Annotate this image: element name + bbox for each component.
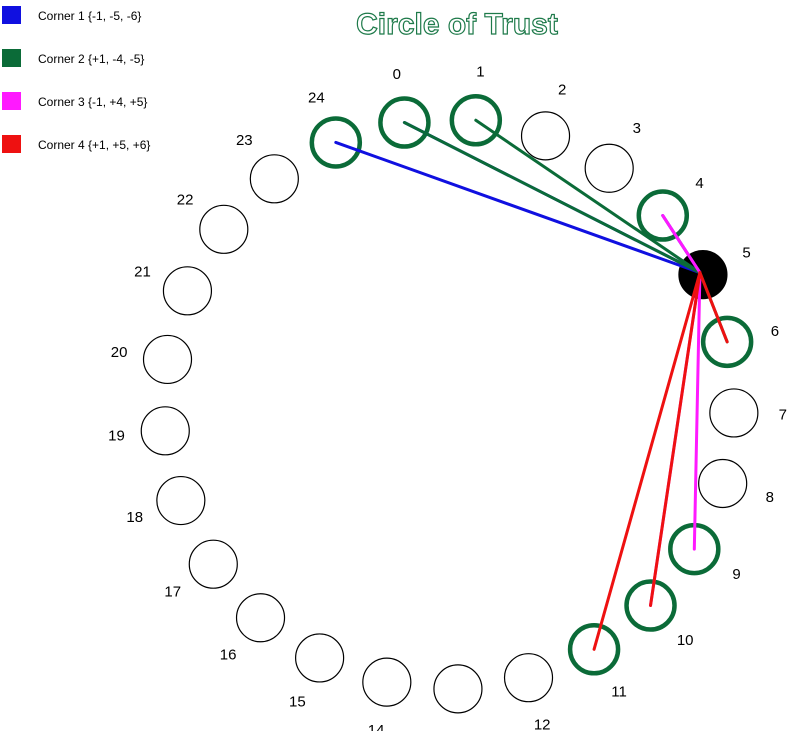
legend-label-corner2: Corner 2 {+1, -4, -5}	[38, 52, 144, 66]
node-label-22: 22	[177, 191, 194, 208]
node-7	[710, 389, 758, 437]
node-label-0: 0	[393, 66, 401, 83]
node-label-7: 7	[779, 406, 787, 423]
edge-corner4-to-node-11	[594, 273, 700, 650]
legend-label-corner4: Corner 4 {+1, +5, +6}	[38, 138, 150, 152]
node-label-21: 21	[134, 263, 151, 280]
node-8	[699, 460, 747, 508]
edge-corner2-to-node-0	[404, 123, 700, 273]
node-16	[237, 594, 285, 642]
node-18	[157, 477, 205, 525]
node-label-24: 24	[308, 89, 325, 106]
node-3	[585, 144, 633, 192]
edge-corner2-to-node-1	[476, 120, 700, 272]
node-label-17: 17	[164, 584, 181, 601]
connection-lines	[336, 120, 727, 649]
node-23	[250, 155, 298, 203]
node-15	[296, 634, 344, 682]
node-label-19: 19	[108, 427, 125, 444]
node-label-1: 1	[476, 63, 484, 80]
node-12	[505, 654, 553, 702]
node-14	[363, 658, 411, 706]
node-label-12: 12	[534, 717, 551, 731]
node-label-9: 9	[732, 566, 740, 583]
node-label-14: 14	[368, 722, 385, 731]
node-center-5	[679, 251, 727, 299]
node-label-18: 18	[126, 509, 143, 526]
node-13	[434, 665, 482, 713]
node-label-10: 10	[677, 632, 694, 649]
legend-label-corner3: Corner 3 {-1, +4, +5}	[38, 95, 147, 109]
node-labels: 0123456789101112131415161718192021222324	[108, 63, 787, 731]
node-17	[189, 540, 237, 588]
node-label-15: 15	[289, 694, 306, 711]
node-19	[141, 407, 189, 455]
node-22	[200, 205, 248, 253]
legend-swatch-corner2	[2, 49, 21, 67]
node-label-8: 8	[766, 489, 774, 506]
node-label-2: 2	[558, 82, 566, 99]
legend: Corner 1 {-1, -5, -6} Corner 2 {+1, -4, -…	[2, 6, 150, 153]
legend-swatch-corner4	[2, 135, 21, 153]
diagram-title: Circle of Trust	[356, 8, 558, 41]
node-label-6: 6	[771, 323, 779, 340]
edge-corner4-to-node-10	[651, 273, 700, 606]
edge-corner1-to-node-24	[336, 142, 700, 272]
legend-swatch-corner1	[2, 6, 21, 24]
node-label-3: 3	[633, 120, 641, 137]
node-label-5: 5	[742, 244, 750, 261]
node-label-16: 16	[220, 647, 237, 664]
node-label-23: 23	[236, 132, 253, 149]
node-2	[522, 112, 570, 160]
node-ring	[141, 96, 758, 713]
legend-swatch-corner3	[2, 92, 21, 110]
node-21	[163, 267, 211, 315]
legend-label-corner1: Corner 1 {-1, -5, -6}	[38, 9, 141, 23]
node-label-11: 11	[611, 683, 627, 700]
node-label-20: 20	[111, 344, 128, 361]
node-20	[144, 335, 192, 383]
node-label-4: 4	[695, 175, 703, 192]
